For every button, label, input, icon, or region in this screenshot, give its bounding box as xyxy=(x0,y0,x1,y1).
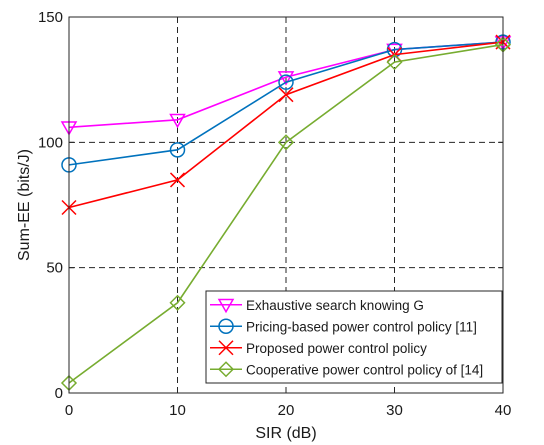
series-line xyxy=(68,43,504,384)
legend-item: Proposed power control policy xyxy=(210,340,427,356)
y-tick-label: 50 xyxy=(46,260,63,277)
legend-marker xyxy=(218,318,234,334)
legend-box xyxy=(205,290,503,384)
legend-label: Cooperative power control policy of [14] xyxy=(246,362,483,377)
legend: Exhaustive search knowing G Pricing-based… xyxy=(205,290,503,384)
legend-marker xyxy=(218,340,234,356)
legend-item: Pricing-based power control policy [11] xyxy=(210,318,477,334)
data-point xyxy=(277,134,295,151)
legend-marker xyxy=(217,361,235,378)
data-point xyxy=(169,142,186,158)
data-point xyxy=(386,54,403,71)
legend-label: Exhaustive search knowing G xyxy=(246,298,424,313)
tick-labels: 0 10 20 30 40 0 50 100 150 xyxy=(38,9,511,419)
y-tick-label: 100 xyxy=(38,134,63,151)
legend-item: Cooperative power control policy of [14] xyxy=(210,361,483,378)
legend-label: Pricing-based power control policy [11] xyxy=(246,319,477,334)
x-tick-label: 30 xyxy=(386,402,403,419)
x-axis-label: SIR (dB) xyxy=(255,425,316,442)
series-line xyxy=(68,41,504,166)
data-point xyxy=(386,41,403,58)
x-tick-label: 10 xyxy=(169,402,186,419)
legend-label: Proposed power control policy xyxy=(246,341,427,356)
data-point xyxy=(169,172,186,188)
x-tick-label: 20 xyxy=(278,402,295,419)
data-point xyxy=(278,87,294,103)
y-axis-label: Sum-EE (bits/J) xyxy=(16,149,33,261)
x-tick-label: 40 xyxy=(495,402,512,419)
y-tick-label: 0 xyxy=(55,385,63,402)
data-point xyxy=(169,294,186,311)
legend-item: Exhaustive search knowing G xyxy=(210,298,424,314)
data-point xyxy=(278,74,294,90)
x-tick-label: 0 xyxy=(65,402,73,419)
data-point xyxy=(169,113,186,129)
data-point xyxy=(277,71,295,86)
y-tick-label: 150 xyxy=(38,9,63,26)
legend-marker xyxy=(217,298,235,314)
